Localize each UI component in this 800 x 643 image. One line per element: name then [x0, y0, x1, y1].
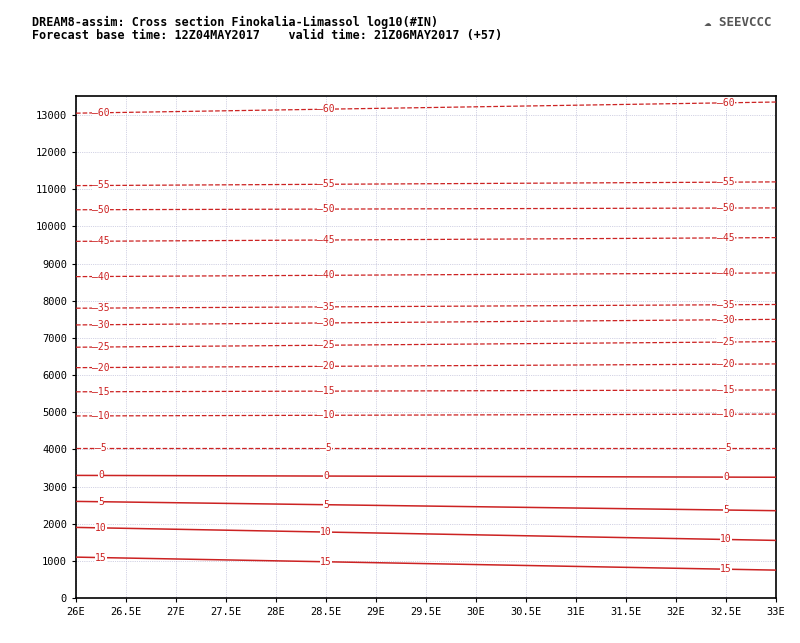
Text: –30: –30: [92, 320, 110, 330]
Text: –20: –20: [717, 359, 735, 369]
Text: –55: –55: [317, 179, 335, 189]
Text: –35: –35: [317, 302, 335, 312]
Text: 0: 0: [323, 471, 329, 481]
Text: –45: –45: [92, 236, 110, 246]
Text: –45: –45: [317, 235, 335, 245]
Text: –35: –35: [92, 303, 110, 313]
Text: –55: –55: [717, 177, 735, 187]
Text: –25: –25: [717, 337, 735, 347]
Text: –15: –15: [92, 386, 110, 397]
Text: 15: 15: [720, 564, 732, 574]
Text: –30: –30: [717, 315, 735, 325]
Text: DREAM8-assim: Cross section Finokalia-Limassol log10(#IN): DREAM8-assim: Cross section Finokalia-Li…: [32, 16, 438, 29]
Text: –50: –50: [317, 204, 335, 214]
Text: 5: 5: [323, 500, 329, 510]
Text: –5: –5: [720, 442, 732, 453]
Text: –60: –60: [317, 104, 335, 114]
Text: –5: –5: [95, 442, 107, 453]
Text: –30: –30: [317, 318, 335, 328]
Text: –10: –10: [317, 410, 335, 421]
Text: 0: 0: [723, 472, 729, 482]
Text: 10: 10: [720, 534, 732, 545]
Text: Forecast base time: 12Z04MAY2017    valid time: 21Z06MAY2017 (+57): Forecast base time: 12Z04MAY2017 valid t…: [32, 29, 502, 42]
Text: –60: –60: [92, 108, 110, 118]
Text: –20: –20: [92, 363, 110, 372]
Text: –25: –25: [317, 340, 335, 350]
Text: –25: –25: [92, 342, 110, 352]
Text: ☁ SEEVCCC: ☁ SEEVCCC: [704, 16, 771, 29]
Text: 10: 10: [95, 523, 107, 533]
Text: –40: –40: [717, 268, 735, 278]
Text: –10: –10: [717, 409, 735, 419]
Text: –15: –15: [317, 386, 335, 396]
Text: 0: 0: [98, 471, 104, 480]
Text: –5: –5: [320, 442, 332, 453]
Text: 15: 15: [95, 552, 107, 563]
Text: 15: 15: [320, 557, 332, 566]
Text: –20: –20: [317, 361, 335, 371]
Text: –55: –55: [92, 181, 110, 190]
Text: –15: –15: [717, 385, 735, 395]
Text: –50: –50: [717, 203, 735, 213]
Text: 5: 5: [723, 505, 729, 515]
Text: 10: 10: [320, 527, 332, 537]
Text: –40: –40: [92, 271, 110, 282]
Text: –10: –10: [92, 411, 110, 421]
Text: –40: –40: [317, 270, 335, 280]
Text: –60: –60: [717, 98, 735, 108]
Text: –45: –45: [717, 233, 735, 243]
Text: –35: –35: [717, 300, 735, 310]
Text: 5: 5: [98, 497, 104, 507]
Text: –50: –50: [92, 204, 110, 215]
